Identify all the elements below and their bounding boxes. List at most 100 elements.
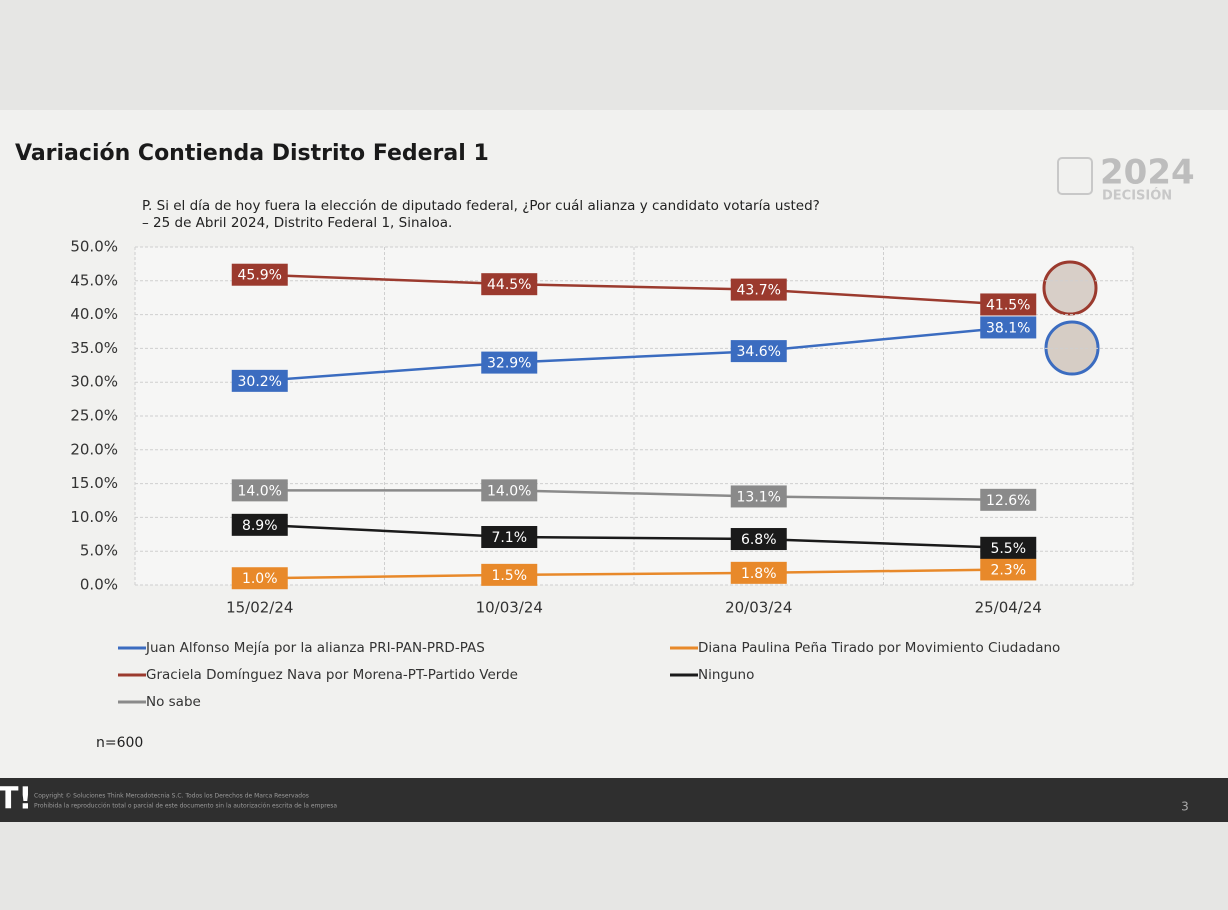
value-label: 12.6% [980, 488, 1037, 511]
candidate-photo [1042, 260, 1098, 316]
logo-year: 2024 [1100, 153, 1195, 193]
value-label-box [481, 563, 538, 586]
value-label: 32.9% [481, 351, 538, 374]
value-label-box [730, 561, 787, 584]
value-label-text: 1.0% [242, 571, 278, 587]
value-label-text: 38.1% [986, 320, 1030, 336]
y-tick-label: 20.0% [70, 440, 118, 458]
y-tick-label: 15.0% [70, 474, 118, 492]
value-label-box [980, 488, 1037, 511]
value-label-text: 30.2% [238, 374, 282, 390]
y-tick-label: 35.0% [70, 339, 118, 357]
footer-bar [0, 778, 1228, 822]
value-label-box [730, 278, 787, 301]
value-label: 8.9% [231, 513, 288, 536]
value-label-box [231, 369, 288, 392]
value-label: 14.0% [231, 479, 288, 502]
legend-label: Graciela Domínguez Nava por Morena-PT-Pa… [146, 667, 518, 683]
series-line [259, 568, 1009, 580]
value-label: 45.9% [231, 263, 288, 286]
legend-label: Juan Alfonso Mejía por la alianza PRI-PA… [145, 640, 485, 656]
value-label: 1.5% [481, 563, 538, 586]
value-label-box [231, 513, 288, 536]
chart-title: Variación Contienda Distrito Federal 1 [15, 141, 489, 166]
y-tick-label: 45.0% [70, 271, 118, 289]
value-label-text: 45.9% [238, 268, 282, 284]
value-label: 41.5% [980, 293, 1037, 316]
value-label-box [980, 536, 1037, 559]
value-label-box [231, 567, 288, 590]
series-line [259, 489, 1009, 502]
value-label-text: 12.6% [986, 493, 1030, 509]
value-label-box [481, 273, 538, 296]
value-label-box [980, 316, 1037, 339]
value-label-text: 2.3% [990, 562, 1026, 578]
value-label-box [481, 526, 538, 549]
copyright: Copyright © Soluciones Think Mercadotecn… [34, 793, 309, 800]
value-label-box [481, 479, 538, 502]
series-line [259, 523, 1009, 550]
y-tick-label: 10.0% [70, 508, 118, 526]
y-tick-label: 50.0% [70, 238, 118, 256]
y-tick-label: 40.0% [70, 305, 118, 323]
y-tick-label: 25.0% [70, 407, 118, 425]
value-label-text: 43.7% [737, 283, 781, 299]
y-tick-label: 30.0% [70, 373, 118, 391]
value-label-text: 8.9% [242, 518, 278, 534]
value-label-text: 32.9% [487, 356, 531, 372]
logo: 2024 DECISIÓN [1057, 153, 1195, 204]
logo-brand: DECISIÓN [1102, 188, 1172, 204]
value-label: 38.1% [980, 316, 1037, 339]
value-label: 43.7% [730, 278, 787, 301]
value-label-text: 7.1% [491, 530, 527, 546]
footer-mark: T! [0, 782, 32, 817]
value-label: 1.0% [231, 567, 288, 590]
value-label: 2.3% [980, 558, 1037, 581]
value-label-text: 5.5% [990, 541, 1026, 557]
legend-label: Ninguno [698, 667, 754, 683]
value-label-box [730, 528, 787, 551]
legend-label: Diana Paulina Peña Tirado por Movimiento… [698, 640, 1060, 656]
value-label: 44.5% [481, 273, 538, 296]
logo-icon [1057, 157, 1093, 195]
subtitle: – 25 de Abril 2024, Distrito Federal 1, … [142, 215, 452, 231]
value-label: 7.1% [481, 526, 538, 549]
value-label-text: 1.8% [741, 566, 777, 582]
x-tick-label: 10/03/24 [476, 599, 543, 617]
x-tick-label: 15/02/24 [226, 599, 293, 617]
value-label-text: 1.5% [491, 568, 527, 584]
value-label-text: 41.5% [986, 297, 1030, 313]
value-label-text: 6.8% [741, 532, 777, 548]
value-label-box [730, 485, 787, 508]
subtitle: P. Si el día de hoy fuera la elección de… [142, 198, 820, 214]
value-label-text: 14.0% [238, 483, 282, 499]
value-label-box [231, 479, 288, 502]
sample-size: n=600 [96, 735, 143, 751]
value-label-box [730, 340, 787, 363]
series-line [259, 326, 1009, 383]
value-label-text: 34.6% [737, 344, 781, 360]
value-label-text: 44.5% [487, 277, 531, 293]
value-label: 30.2% [231, 369, 288, 392]
value-label: 1.8% [730, 561, 787, 584]
value-label-text: 13.1% [737, 489, 781, 505]
value-label-box [980, 293, 1037, 316]
value-label: 6.8% [730, 528, 787, 551]
value-label-text: 14.0% [487, 483, 531, 499]
series-line [259, 273, 1009, 306]
value-label: 34.6% [730, 340, 787, 363]
page-number: 3 [1181, 800, 1189, 814]
value-label: 5.5% [980, 536, 1037, 559]
value-label: 13.1% [730, 485, 787, 508]
value-label-box [231, 263, 288, 286]
x-tick-label: 20/03/24 [725, 599, 792, 617]
x-tick-label: 25/04/24 [975, 599, 1042, 617]
value-label-box [980, 558, 1037, 581]
value-label-box [481, 351, 538, 374]
value-label: 14.0% [481, 479, 538, 502]
y-tick-label: 0.0% [80, 576, 118, 594]
legend-label: No sabe [146, 694, 201, 710]
copyright: Prohibida la reproducción total o parcia… [34, 803, 337, 810]
